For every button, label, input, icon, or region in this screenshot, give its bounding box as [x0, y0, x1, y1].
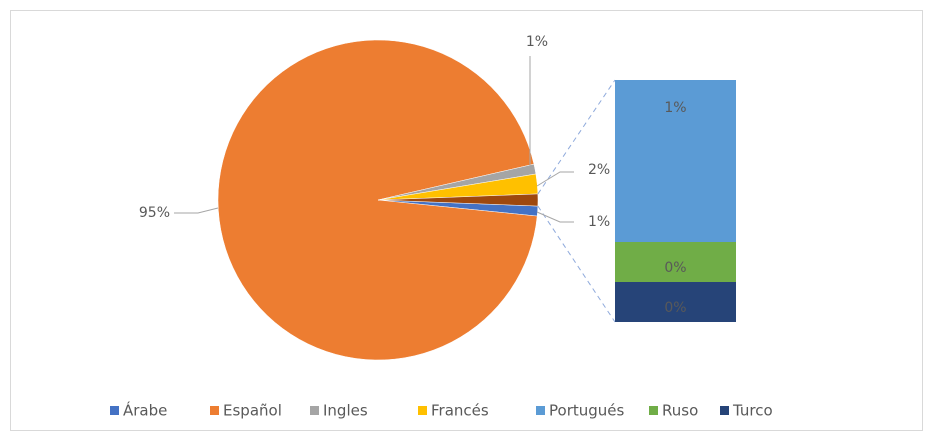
leader-line — [536, 171, 574, 187]
legend-label: Ingles — [323, 402, 368, 420]
legend-swatch — [720, 406, 729, 415]
legend-label: Árabe — [123, 401, 167, 420]
data-label: 1% — [664, 100, 686, 116]
pie-slice — [217, 39, 538, 361]
legend-label: Turco — [732, 402, 773, 420]
bar-segment — [615, 282, 736, 322]
data-label: 0% — [664, 260, 686, 276]
legend-label: Ruso — [662, 402, 698, 420]
legend-swatch — [649, 406, 658, 415]
legend-swatch — [110, 406, 119, 415]
legend-swatch — [210, 406, 219, 415]
legend-label: Portugués — [549, 402, 625, 420]
data-label: 0% — [664, 300, 686, 316]
pie-slice-other — [377, 193, 539, 207]
legend-swatch — [536, 406, 545, 415]
connector — [537, 79, 616, 195]
leader-line — [174, 207, 219, 214]
data-label: 1% — [526, 34, 548, 50]
leader-line — [536, 211, 574, 223]
data-label: 95% — [139, 205, 170, 221]
legend-swatch — [310, 406, 319, 415]
data-label: 1% — [588, 214, 610, 230]
bar-segment — [615, 242, 736, 282]
data-label: 2% — [588, 162, 610, 178]
legend-swatch — [418, 406, 427, 415]
legend-label: Español — [223, 402, 282, 420]
bar-segment — [615, 80, 736, 242]
legend-label: Francés — [431, 402, 489, 420]
